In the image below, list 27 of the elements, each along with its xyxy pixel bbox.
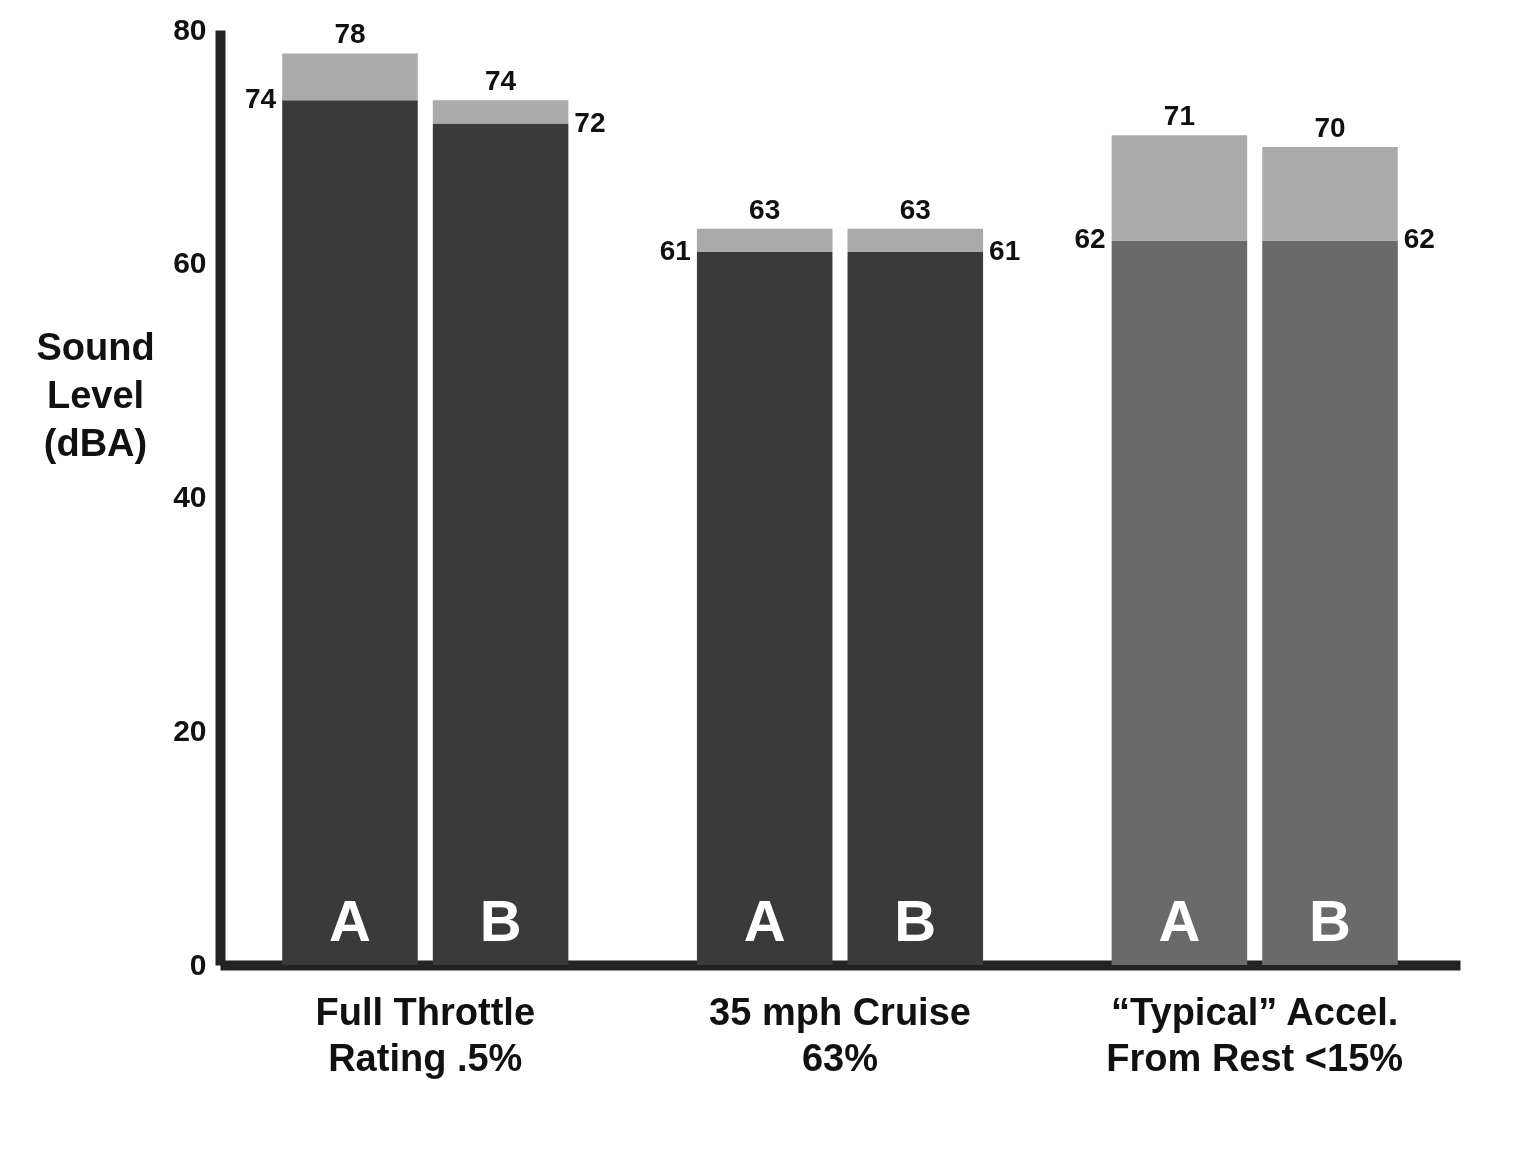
total-label: 74 — [485, 65, 517, 97]
x-tick-label: B — [894, 888, 937, 953]
data-label: 72 — [574, 106, 606, 138]
y-tick-label: 40 — [173, 480, 207, 513]
data-label: 62 — [1403, 223, 1435, 255]
total-label: 63 — [749, 193, 781, 225]
total-label: 70 — [1314, 111, 1346, 143]
text: 35 mph Cruise 63% — [709, 991, 971, 1079]
text: Full Throttle Rating .5% — [315, 991, 536, 1079]
y-tick-label: 20 — [173, 713, 207, 747]
x-tick-label: B — [479, 888, 522, 953]
data-label: 62 — [1074, 223, 1106, 255]
total-label: 78 — [334, 18, 366, 50]
x-tick-label: A — [1158, 888, 1201, 953]
text: “Typical” Accel. From Rest <15% — [1106, 991, 1404, 1079]
total-label: 71 — [1163, 100, 1195, 132]
x-tick-label: B — [1309, 888, 1351, 953]
y-tick-label: 0 — [189, 947, 207, 981]
y-tick-label: 60 — [173, 246, 207, 280]
data-label: 61 — [989, 235, 1021, 267]
data-label: 74 — [245, 83, 277, 115]
data-label: 61 — [659, 235, 691, 267]
y-axis-title: Sound Level (dBA) — [36, 325, 155, 464]
x-tick-label: A — [329, 888, 371, 953]
x-tick-label: A — [743, 888, 786, 953]
y-tick-label: 80 — [173, 12, 207, 46]
total-label: 63 — [899, 193, 931, 225]
